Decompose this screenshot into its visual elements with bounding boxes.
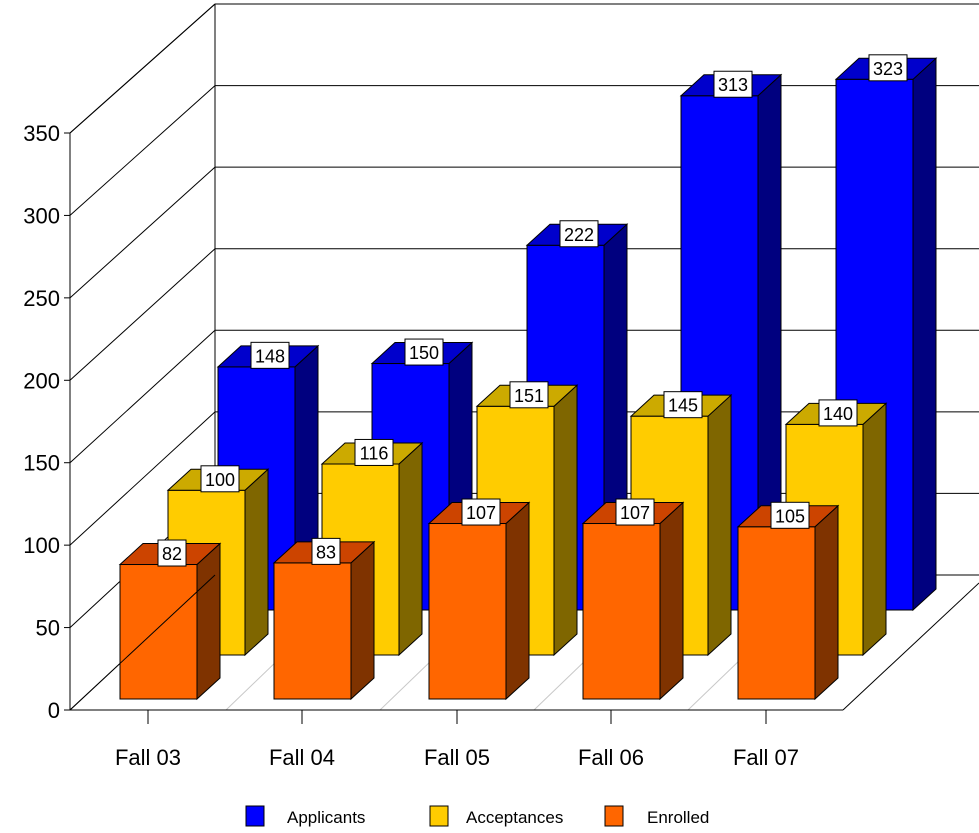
bar-side — [912, 57, 937, 612]
data-label: 145 — [668, 396, 698, 416]
data-label: 323 — [873, 59, 903, 79]
series-enrolled: 82 83 107 107 105 — [118, 498, 840, 701]
y-axis: 0 50 100 150 200 250 300 350 — [23, 121, 71, 723]
legend-swatch — [604, 805, 624, 827]
data-label: 313 — [718, 75, 748, 95]
bar-side — [659, 501, 684, 701]
bar-front — [737, 526, 816, 700]
bar-front — [119, 564, 198, 700]
bar-side — [244, 468, 269, 657]
y-tick-label: 50 — [36, 616, 60, 641]
bar-acceptances-2: 116 — [320, 438, 424, 657]
bar-side — [862, 402, 887, 657]
data-label: 116 — [360, 443, 389, 463]
data-label-box — [200, 465, 240, 493]
data-label: 148 — [255, 346, 285, 366]
gridline-side — [69, 248, 216, 381]
bar-side — [553, 384, 578, 657]
legend-swatch — [429, 805, 449, 827]
data-label: 222 — [564, 225, 594, 245]
bar-side — [814, 504, 839, 701]
data-label: 107 — [620, 503, 650, 523]
data-label-box — [509, 381, 549, 409]
legend-item-enrolled: Enrolled — [604, 805, 709, 827]
y-tick-label: 150 — [23, 451, 60, 476]
legend-item-acceptances: Acceptances — [429, 805, 563, 827]
legend-swatch — [245, 805, 265, 827]
bar-enrolled-2: 83 — [272, 537, 376, 701]
gridline-side-top — [69, 3, 216, 134]
bar-side — [350, 540, 375, 701]
bar-enrolled-3: 107 — [427, 498, 531, 701]
y-tick-label: 0 — [48, 698, 60, 723]
x-tick-label: Fall 07 — [733, 745, 799, 770]
data-label-box — [868, 54, 908, 82]
data-label-box — [818, 399, 858, 427]
data-label-box — [615, 498, 655, 526]
data-label-box — [404, 338, 444, 366]
x-axis: Fall 03 Fall 04 Fall 05 Fall 06 Fall 07 — [69, 574, 843, 770]
data-label: 150 — [409, 343, 439, 363]
data-label: 105 — [775, 506, 805, 526]
bar-enrolled-4: 107 — [581, 498, 685, 701]
data-label-box — [311, 537, 341, 565]
bar-front — [428, 523, 507, 700]
bars: 148 150 222 313 323 100 116 151 145 140 82 83 107 107… — [118, 54, 938, 701]
x-tick-label: Fall 03 — [115, 745, 181, 770]
gridline-side — [69, 85, 216, 216]
legend-label: Enrolled — [647, 808, 709, 827]
bar-side — [505, 501, 530, 701]
data-label: 100 — [205, 470, 235, 490]
bar-side — [398, 441, 423, 657]
floor-right-edge — [842, 582, 979, 711]
data-label-box — [250, 341, 290, 369]
x-tick-label: Fall 04 — [269, 745, 335, 770]
gridline-side — [69, 329, 216, 464]
legend-label: Applicants — [287, 808, 365, 827]
data-label: 140 — [823, 404, 853, 424]
data-label: 107 — [466, 503, 496, 523]
bar-enrolled-1: 82 — [118, 539, 222, 701]
legend-item-applicants: Applicants — [245, 805, 365, 827]
y-tick-label: 250 — [23, 286, 60, 311]
y-tick-label: 300 — [23, 203, 60, 228]
data-label-box — [713, 70, 753, 98]
gridline-side — [69, 166, 216, 299]
bar-enrolled-5: 105 — [736, 501, 840, 701]
legend: Applicants Acceptances Enrolled — [245, 805, 709, 827]
data-label-box — [461, 498, 501, 526]
data-label: 82 — [162, 544, 182, 564]
y-tick-label: 200 — [23, 368, 60, 393]
gridline-side — [69, 411, 216, 546]
y-tick-label: 350 — [23, 121, 60, 146]
data-label: 151 — [514, 386, 544, 406]
bar-side — [196, 542, 221, 701]
data-label-box — [157, 539, 187, 567]
bar-front — [582, 523, 661, 700]
legend-label: Acceptances — [466, 808, 563, 827]
data-label-box — [663, 391, 703, 419]
bar-front — [273, 562, 352, 700]
x-tick-label: Fall 06 — [578, 745, 644, 770]
data-label-box — [354, 438, 394, 466]
data-label: 83 — [316, 542, 336, 562]
x-tick-label: Fall 05 — [424, 745, 490, 770]
data-label-box — [559, 220, 599, 248]
y-tick-label: 100 — [23, 533, 60, 558]
data-label-box — [770, 501, 810, 529]
floor-left-edge — [69, 574, 216, 711]
bar-side — [707, 394, 732, 657]
